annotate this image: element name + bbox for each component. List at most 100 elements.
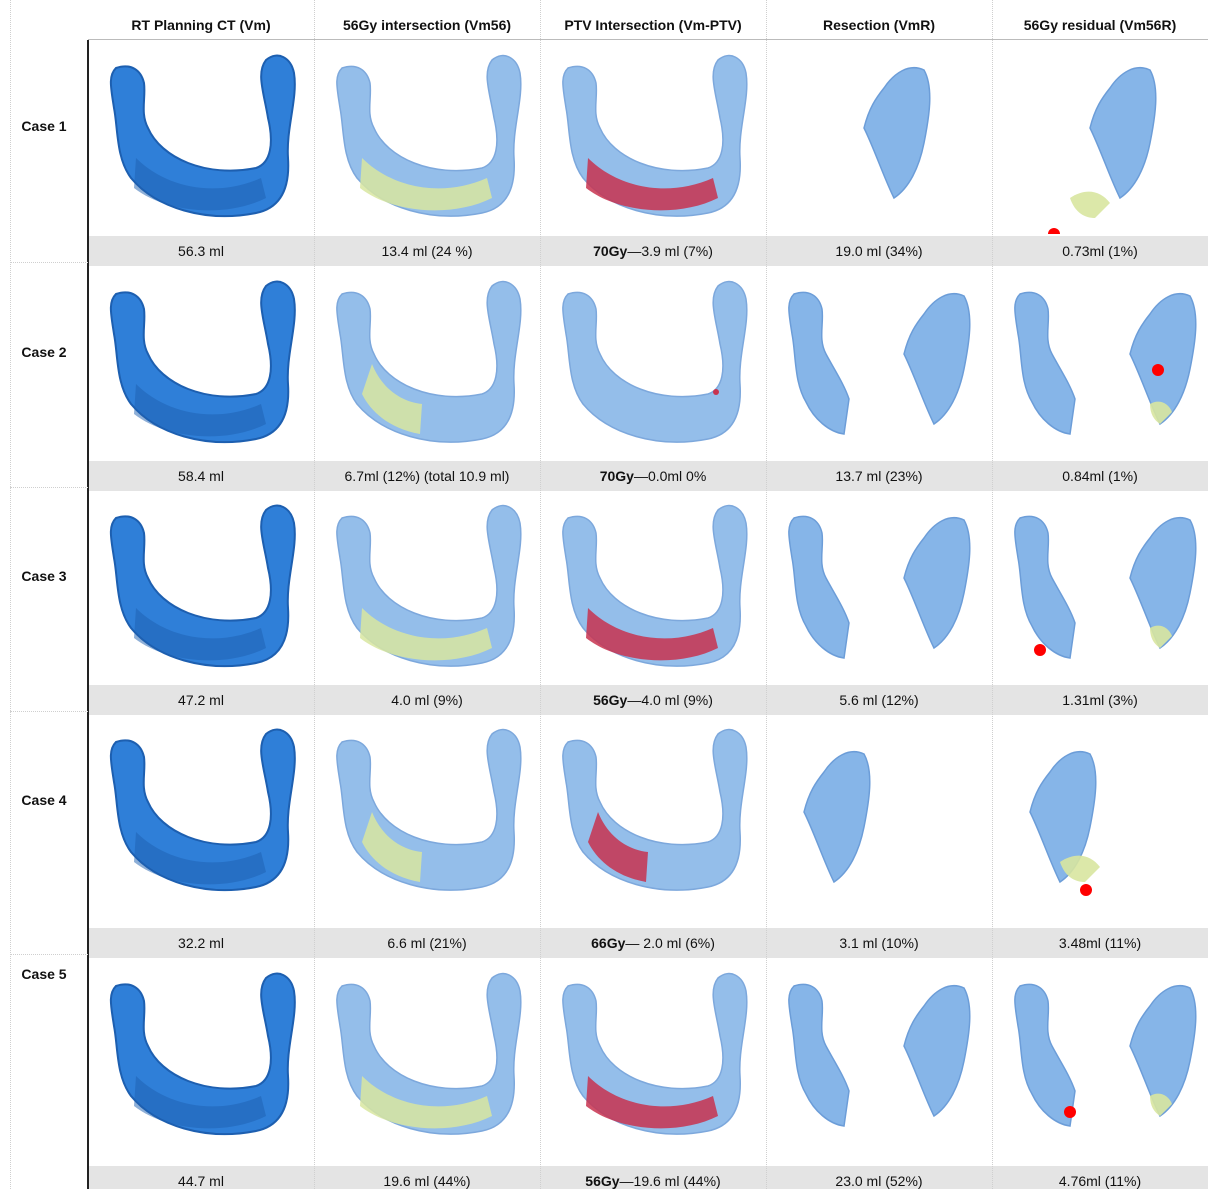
value-text: 19.0 ml (34%): [835, 243, 923, 259]
mandible-3d-render-icon: [109, 54, 296, 217]
mandible-render-case-3-col-2: [316, 494, 542, 684]
mandible-render-case-1-col-4: [768, 44, 994, 234]
value-text: —0.0ml 0%: [633, 468, 707, 484]
mandible-render-case-4-col-5: [994, 718, 1208, 908]
mandible-render-case-1-col-1: [90, 44, 316, 234]
value-row-case-2: 58.4 ml 6.7ml (12%) (total 10.9 ml) 70Gy…: [88, 461, 1208, 491]
dose-level: 56Gy: [585, 1173, 620, 1189]
value-cell: 6.7ml (12%) (total 10.9 ml): [314, 461, 540, 491]
column-divider: [992, 0, 993, 1189]
value-text: 0.84ml (1%): [1062, 468, 1138, 484]
mandible-render-case-1-col-3: [542, 44, 768, 234]
value-cell: 13.4 ml (24 %): [314, 236, 540, 266]
column-divider: [766, 0, 767, 1189]
value-text: 23.0 ml (52%): [835, 1173, 923, 1189]
mandible-3d-render-icon: [336, 504, 522, 667]
value-row-case-5: 44.7 ml 19.6 ml (44%) 56Gy —19.6 ml (44%)…: [88, 1166, 1208, 1189]
mandible-3d-render-icon: [336, 972, 522, 1135]
dose-level: 56Gy: [593, 692, 628, 708]
mandible-3d-render-icon: [109, 504, 296, 667]
mandible-render-case-3-col-3: [542, 494, 768, 684]
value-cell: 5.6 ml (12%): [766, 685, 992, 715]
mandible-render-case-4-col-4: [768, 718, 994, 908]
value-cell: 70Gy —3.9 ml (7%): [540, 236, 766, 266]
value-text: 13.7 ml (23%): [835, 468, 923, 484]
table-top-border: [88, 39, 1208, 40]
value-cell: 0.73ml (1%): [992, 236, 1208, 266]
case-label-1: Case 1: [21, 118, 67, 134]
mandible-render-case-4-col-1: [90, 718, 316, 908]
value-text: —19.6 ml (44%): [619, 1173, 721, 1189]
column-divider: [540, 0, 541, 1189]
value-cell: 13.7 ml (23%): [766, 461, 992, 491]
mandible-render-case-2-col-3: [542, 270, 768, 460]
value-text: 32.2 ml: [178, 935, 224, 951]
mandible-render-case-5-col-3: [542, 962, 768, 1152]
value-cell: 56.3 ml: [88, 236, 314, 266]
value-text: 0.73ml (1%): [1062, 243, 1138, 259]
value-text: 13.4 ml (24 %): [381, 243, 473, 259]
mandible-3d-render-icon: [336, 54, 522, 217]
table-left-border: [87, 40, 89, 1189]
column-header-rt-planning-ct: RT Planning CT (Vm): [131, 17, 271, 33]
value-text: 58.4 ml: [178, 468, 224, 484]
value-cell: 23.0 ml (52%): [766, 1166, 992, 1196]
value-text: 6.6 ml (21%): [387, 935, 467, 951]
value-row-case-1: 56.3 ml 13.4 ml (24 %) 70Gy —3.9 ml (7%) …: [88, 236, 1208, 266]
value-cell: 6.6 ml (21%): [314, 928, 540, 958]
residual-point-marker-icon: [1080, 884, 1092, 896]
column-header-56gy-intersection: 56Gy intersection (Vm56): [342, 17, 512, 33]
column-divider: [10, 0, 11, 1189]
column-header-resection: Resection (VmR): [822, 17, 936, 33]
value-cell: 47.2 ml: [88, 685, 314, 715]
value-text: — 2.0 ml (6%): [625, 935, 715, 951]
mandible-render-case-2-col-1: [90, 270, 316, 460]
value-cell: 4.76ml (11%): [992, 1166, 1208, 1196]
mandible-render-case-4-col-3: [542, 718, 768, 908]
mandible-render-case-5-col-5: [994, 962, 1208, 1152]
value-cell: 4.0 ml (9%): [314, 685, 540, 715]
mandible-3d-render-icon: [863, 67, 931, 200]
mandible-render-case-3-col-1: [90, 494, 316, 684]
row-divider: [10, 262, 88, 263]
value-row-case-3: 47.2 ml 4.0 ml (9%) 56Gy —4.0 ml (9%) 5.6…: [88, 685, 1208, 715]
dose-level: 70Gy: [593, 243, 628, 259]
mandible-3d-render-icon: [109, 728, 296, 891]
case-label-3: Case 3: [21, 568, 67, 584]
value-cell: 44.7 ml: [88, 1166, 314, 1196]
mandible-3d-render-icon: [788, 983, 971, 1127]
value-cell: 70Gy —0.0ml 0%: [540, 461, 766, 491]
value-text: 3.1 ml (10%): [839, 935, 919, 951]
mandible-render-case-4-col-2: [316, 718, 542, 908]
mandible-3d-render-icon: [1014, 983, 1197, 1127]
mandible-3d-render-icon: [109, 972, 296, 1135]
value-text: 56.3 ml: [178, 243, 224, 259]
value-text: —3.9 ml (7%): [627, 243, 713, 259]
value-text: 4.0 ml (9%): [391, 692, 463, 708]
value-text: 47.2 ml: [178, 692, 224, 708]
value-text: 4.76ml (11%): [1058, 1173, 1142, 1189]
column-header-ptv-intersection: PTV Intersection (Vm-PTV): [564, 17, 742, 33]
value-text: 44.7 ml: [178, 1173, 224, 1189]
mandible-render-case-2-col-4: [768, 270, 994, 460]
value-cell: 32.2 ml: [88, 928, 314, 958]
value-text: 6.7ml (12%) (total 10.9 ml): [344, 468, 510, 484]
column-header-56gy-residual: 56Gy residual (Vm56R): [1023, 17, 1177, 33]
dose-level: 70Gy: [599, 468, 634, 484]
residual-point-marker-icon: [1048, 228, 1060, 234]
residual-point-marker-icon: [1034, 644, 1046, 656]
value-cell: 19.0 ml (34%): [766, 236, 992, 266]
mandible-3d-render-icon: [562, 54, 748, 217]
case-label-4: Case 4: [21, 792, 67, 808]
value-cell: 56Gy —4.0 ml (9%): [540, 685, 766, 715]
column-divider: [314, 0, 315, 1189]
value-cell: 66Gy — 2.0 ml (6%): [540, 928, 766, 958]
mandible-3d-render-icon: [1014, 515, 1197, 659]
mandible-render-case-2-col-5: [994, 270, 1208, 460]
value-text: 5.6 ml (12%): [839, 692, 919, 708]
mandible-3d-render-icon: [336, 280, 522, 443]
mandible-3d-render-icon: [562, 972, 748, 1135]
mandible-render-case-5-col-4: [768, 962, 994, 1152]
mandible-3d-render-icon: [1014, 291, 1197, 435]
value-text: —4.0 ml (9%): [627, 692, 713, 708]
